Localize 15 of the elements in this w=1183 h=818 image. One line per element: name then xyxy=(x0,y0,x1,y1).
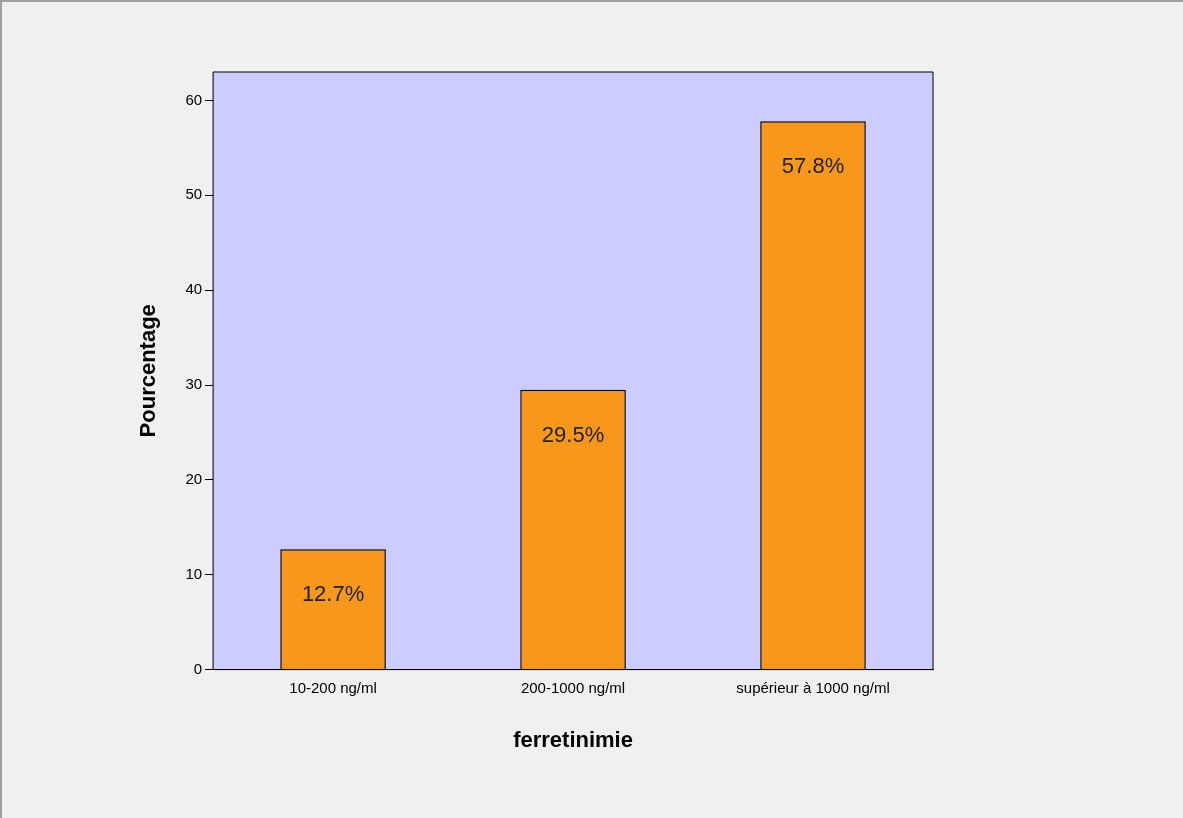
x-tick-label: 10-200 ng/ml xyxy=(289,678,377,696)
data-label: 12.7% xyxy=(301,581,365,607)
y-tick-label: 40 xyxy=(185,280,203,298)
x-axis-title: ferretinimie xyxy=(513,726,633,752)
data-label: 57.8% xyxy=(781,153,845,179)
x-tick-label: supérieur à 1000 ng/ml xyxy=(736,678,890,696)
y-tick-label: 60 xyxy=(185,90,203,108)
x-tick-label: 200-1000 ng/ml xyxy=(520,678,626,696)
y-tick-label: 50 xyxy=(185,185,203,203)
y-axis-title: Pourcentage xyxy=(135,304,161,438)
data-label: 29.5% xyxy=(541,421,605,447)
y-tick-label: 10 xyxy=(185,564,203,582)
y-tick-label: 0 xyxy=(193,659,203,677)
y-tick-label: 20 xyxy=(185,470,203,488)
y-tick-label: 30 xyxy=(185,375,203,393)
